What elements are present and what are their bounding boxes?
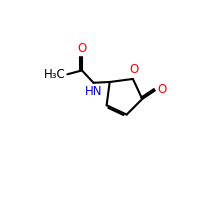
Text: O: O [77,42,87,55]
Text: H₃C: H₃C [44,68,66,81]
Text: HN: HN [85,85,102,98]
Text: O: O [129,63,138,76]
Text: O: O [157,83,166,96]
